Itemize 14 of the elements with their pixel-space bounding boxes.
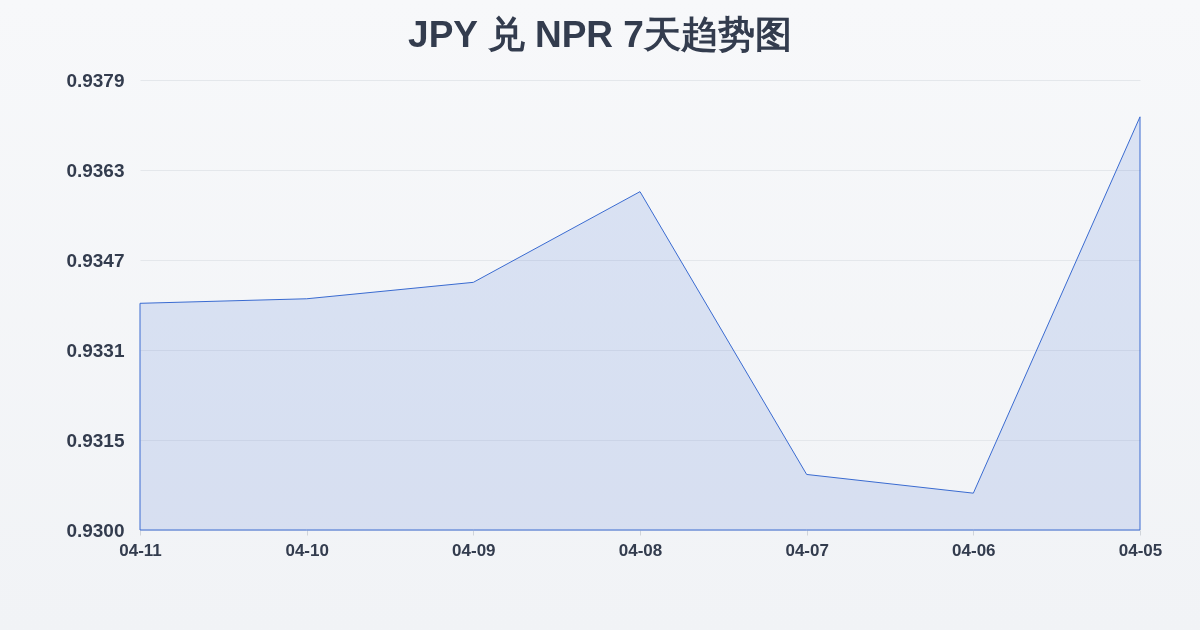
x-tick-label: 04-10 (285, 540, 329, 560)
chart-title: JPY 兑 NPR 7天趋势图 (408, 14, 792, 55)
y-tick-label: 0.9300 (66, 519, 125, 541)
y-tick-label: 0.9347 (66, 249, 125, 271)
y-tick-label: 0.9363 (66, 159, 125, 181)
x-tick-label: 04-05 (1118, 540, 1163, 560)
y-tick-label: 0.9315 (66, 429, 125, 451)
y-tick-label: 0.9331 (66, 339, 125, 361)
y-tick-label: 0.9379 (66, 69, 125, 91)
x-tick-label: 04-06 (952, 540, 996, 560)
x-tick-label: 04-09 (452, 540, 496, 560)
x-tick-label: 04-08 (618, 540, 663, 560)
x-tick-label: 04-11 (119, 540, 162, 560)
x-tick-label: 04-07 (785, 540, 829, 560)
